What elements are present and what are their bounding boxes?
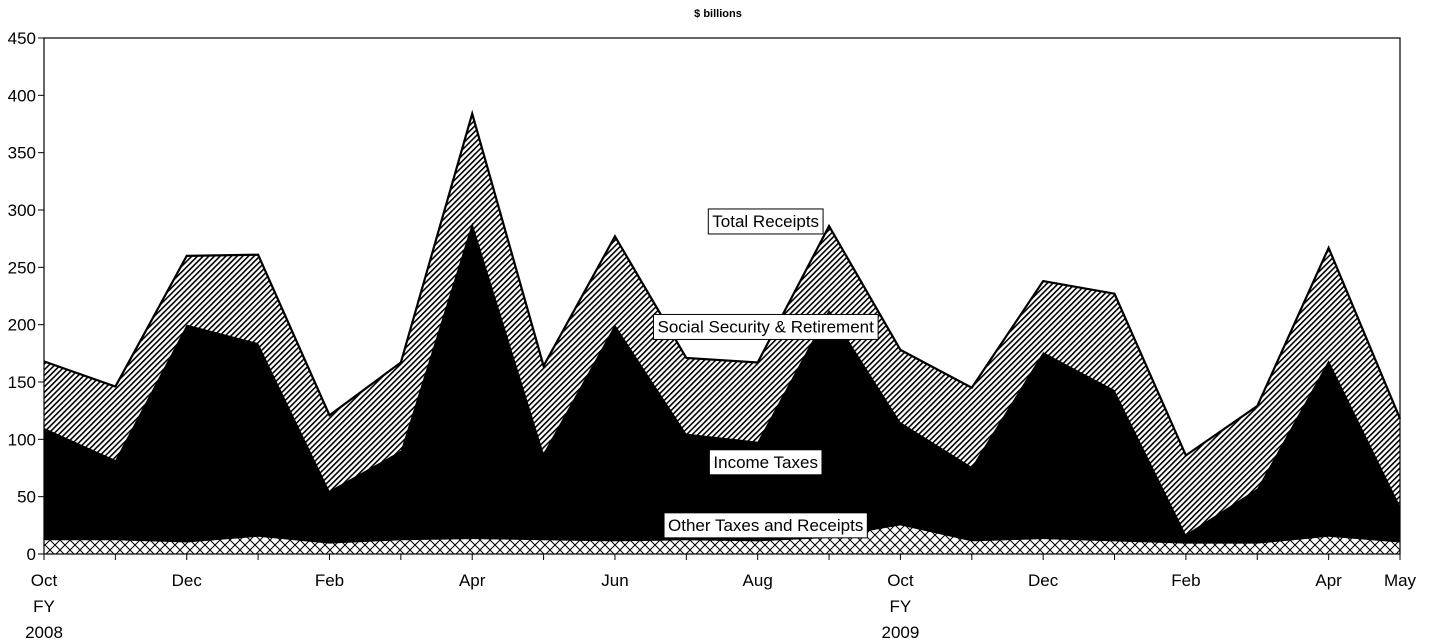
x-tick-label: FY bbox=[890, 597, 912, 616]
x-axis: Oct FY 2008 Dec Feb Apr Jun Aug Oct FY 2009 Dec Feb A… bbox=[25, 554, 1417, 642]
y-tick-label: 200 bbox=[8, 316, 36, 335]
y-tick-label: 300 bbox=[8, 201, 36, 220]
x-tick-label: FY bbox=[33, 597, 55, 616]
annotation-label: Other Taxes and Receipts bbox=[668, 516, 863, 535]
y-tick-label: 450 bbox=[8, 29, 36, 48]
line-total-receipts bbox=[43, 109, 1402, 458]
x-tick-label: Apr bbox=[459, 571, 486, 590]
y-tick-label: 400 bbox=[8, 86, 36, 105]
annotation-label: Social Security & Retirement bbox=[657, 317, 874, 336]
area-income-taxes bbox=[44, 222, 1400, 554]
chart-title: $ billions bbox=[694, 8, 742, 20]
annotation-label: Income Taxes bbox=[713, 453, 818, 472]
x-tick-label: Dec bbox=[172, 571, 203, 590]
annotation-box bbox=[652, 313, 879, 340]
area-layers bbox=[44, 113, 1400, 555]
annotation-box bbox=[708, 449, 823, 476]
y-axis: 0 50 100 150 200 250 300 350 400 450 bbox=[8, 29, 44, 564]
annotation-box bbox=[707, 208, 824, 235]
y-tick-label: 0 bbox=[27, 545, 36, 564]
x-tick-label: Dec bbox=[1028, 571, 1059, 590]
x-tick-label: 2008 bbox=[25, 623, 63, 642]
x-tick-label: Aug bbox=[743, 571, 773, 590]
annotation-income-taxes: Income Taxes bbox=[708, 449, 823, 476]
y-tick-label: 150 bbox=[8, 373, 36, 392]
annotation-other-taxes-and-receipts: Other Taxes and Receipts bbox=[663, 512, 868, 539]
x-tick-label: 2009 bbox=[882, 623, 920, 642]
y-tick-label: 100 bbox=[8, 430, 36, 449]
annotation-social-security-retirement: Social Security & Retirement bbox=[652, 313, 879, 340]
x-tick-label: Feb bbox=[315, 571, 344, 590]
area-other-taxes-and-receipts bbox=[44, 525, 1400, 554]
x-tick-label: Oct bbox=[31, 571, 58, 590]
annotation-label: Total Receipts bbox=[712, 212, 819, 231]
annotation-total-receipts: Total Receipts bbox=[707, 208, 824, 235]
y-tick-label: 350 bbox=[8, 144, 36, 163]
annotation-box bbox=[663, 512, 868, 539]
plot-frame bbox=[43, 37, 1401, 555]
x-tick-label: May bbox=[1384, 571, 1417, 590]
x-tick-label: Feb bbox=[1171, 571, 1200, 590]
x-tick-label: Oct bbox=[887, 571, 914, 590]
x-tick-label: Apr bbox=[1315, 571, 1342, 590]
x-tick-label: Jun bbox=[601, 571, 628, 590]
y-tick-label: 250 bbox=[8, 258, 36, 277]
series-lines bbox=[43, 109, 1402, 458]
annotations: Total Receipts Social Security & Retireme… bbox=[652, 208, 879, 539]
y-tick-label: 50 bbox=[17, 488, 36, 507]
